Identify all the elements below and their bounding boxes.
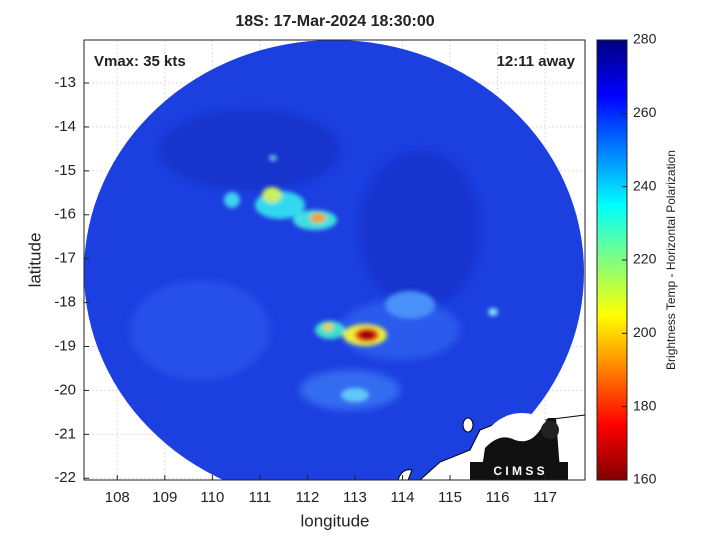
y-tick-label: -17 bbox=[54, 250, 76, 267]
annotation: 12:11 away bbox=[497, 53, 576, 70]
colorbar-tick-label: 180 bbox=[633, 397, 657, 413]
x-tick-label: 114 bbox=[391, 489, 415, 506]
y-tick-label: -21 bbox=[54, 425, 76, 442]
y-tick-label: -18 bbox=[54, 294, 76, 311]
x-tick-label: 117 bbox=[533, 489, 557, 506]
x-tick-label: 109 bbox=[152, 489, 177, 506]
x-tick-label: 116 bbox=[486, 489, 510, 506]
chart-title: 18S: 17-Mar-2024 18:30:00 bbox=[235, 13, 434, 30]
plot-frame bbox=[83, 39, 586, 481]
colorbar-tick-label: 200 bbox=[633, 324, 657, 340]
x-tick-label: 111 bbox=[248, 489, 271, 506]
y-tick-label: -15 bbox=[54, 162, 76, 179]
x-tick-label: 115 bbox=[438, 489, 462, 506]
colorbar-tick-label: 160 bbox=[633, 471, 657, 487]
y-tick-label: -14 bbox=[54, 118, 76, 135]
colorbar-tick-label: 220 bbox=[633, 251, 657, 267]
y-tick-label: -22 bbox=[54, 469, 76, 486]
y-axis-label: latitude bbox=[25, 233, 44, 288]
logo: C I M S S bbox=[470, 413, 568, 497]
y-tick-label: -16 bbox=[54, 206, 76, 223]
x-tick-label: 112 bbox=[295, 489, 319, 506]
x-tick-label: 110 bbox=[200, 489, 224, 506]
y-tick-label: -20 bbox=[54, 381, 76, 398]
colorbar-tick-label: 260 bbox=[633, 104, 657, 120]
x-tick-label: 108 bbox=[105, 489, 130, 506]
y-tick-label: -19 bbox=[54, 337, 76, 354]
y-tick-label: -13 bbox=[54, 74, 76, 91]
colorbar-tick-label: 240 bbox=[633, 177, 657, 193]
annotation: Vmax: 35 kts bbox=[94, 53, 186, 70]
colorbar-label: Brightness Temp - Horizontal Polarizatio… bbox=[664, 150, 678, 370]
logo-text: C I M S S bbox=[493, 464, 544, 478]
x-tick-label: 113 bbox=[343, 489, 367, 506]
colorbar-tick-label: 280 bbox=[633, 31, 657, 47]
x-axis-label: longitude bbox=[300, 511, 369, 530]
